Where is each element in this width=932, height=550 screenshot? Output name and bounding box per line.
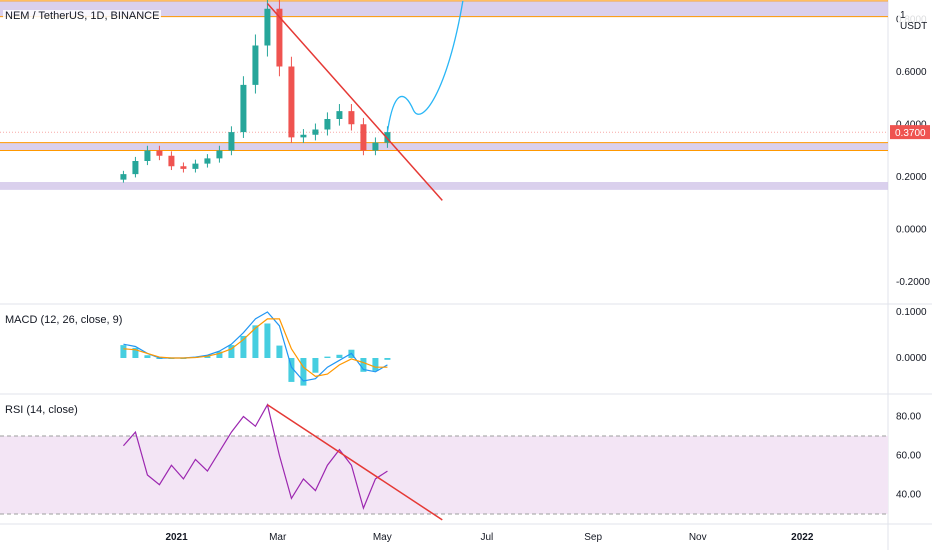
macd-histogram-bar bbox=[132, 347, 139, 358]
candle-body bbox=[240, 84, 247, 133]
rsi-band bbox=[0, 436, 888, 514]
time-axis-tick-label: Mar bbox=[269, 532, 287, 543]
last-price-tag-label: 0.3700 bbox=[895, 128, 926, 139]
candle-body bbox=[228, 132, 235, 151]
rsi-axis-tick-label: 40.00 bbox=[896, 490, 921, 501]
trend-drawings bbox=[266, 0, 464, 201]
candle-body bbox=[384, 132, 391, 143]
price-axis-tick-label: 0.2000 bbox=[896, 172, 927, 183]
chart-title: NEM / TetherUS, 1D, BINANCE bbox=[3, 10, 162, 22]
last-price-tag bbox=[890, 125, 930, 140]
macd-histogram-bar bbox=[360, 358, 367, 372]
price-axis-tick-label: -0.2000 bbox=[896, 277, 930, 288]
candle-body bbox=[252, 45, 259, 85]
macd-histogram-bar bbox=[216, 351, 223, 358]
macd-histogram-bar bbox=[144, 355, 151, 358]
macd-histogram-bar bbox=[288, 358, 295, 382]
macd-histogram-bar bbox=[300, 358, 307, 386]
price-zones bbox=[0, 0, 888, 190]
time-axis-tick-label: Sep bbox=[584, 532, 602, 543]
macd-histogram-bar bbox=[384, 358, 391, 360]
macd-axis-tick-label: 0.0000 bbox=[896, 353, 927, 364]
macd-histogram-bar bbox=[336, 354, 343, 358]
macd-histogram-bar bbox=[324, 356, 331, 358]
price-projection-curve bbox=[386, 0, 464, 133]
macd-histogram-bar bbox=[240, 335, 247, 358]
time-axis-tick-label: 2021 bbox=[165, 532, 188, 543]
macd-histogram-bar bbox=[252, 325, 259, 358]
macd-histogram-bar bbox=[372, 358, 379, 371]
candle-body bbox=[168, 155, 175, 167]
macd-axis-tick-label: 0.1000 bbox=[896, 307, 927, 318]
macd-histogram-bar bbox=[264, 323, 271, 358]
price-axis-tick-label: 0.0000 bbox=[896, 224, 927, 235]
macd-title: MACD (12, 26, close, 9) bbox=[3, 314, 125, 326]
support-zone bbox=[0, 142, 888, 151]
time-axis-tick-label: 2022 bbox=[791, 532, 814, 543]
time-axis-tick-label: Nov bbox=[689, 532, 707, 543]
macd-histogram-bar bbox=[228, 345, 235, 358]
rsi-axis-tick-label: 80.00 bbox=[896, 412, 921, 423]
time-axis: 2021 Mar May Jul Sep Nov 2022 bbox=[165, 532, 813, 543]
candle-body bbox=[216, 150, 223, 159]
candle-body bbox=[360, 124, 367, 151]
price-trendline bbox=[266, 3, 443, 201]
rsi-axis-tick-label: 60.00 bbox=[896, 451, 921, 462]
candle-body bbox=[276, 8, 283, 67]
candle-body bbox=[324, 119, 331, 130]
rsi-title: RSI (14, close) bbox=[3, 404, 80, 416]
candle-body bbox=[144, 150, 151, 161]
candle-body bbox=[288, 66, 295, 138]
candle-body bbox=[180, 166, 187, 169]
candle-body bbox=[204, 158, 211, 164]
time-axis-tick-label: May bbox=[373, 532, 392, 543]
upper-resistance-zone bbox=[0, 0, 888, 17]
candle-body bbox=[336, 111, 343, 119]
candle-body bbox=[300, 134, 307, 138]
macd-pane bbox=[120, 311, 391, 386]
candle-body bbox=[312, 129, 319, 135]
candle-body bbox=[348, 111, 355, 125]
candle-body bbox=[264, 8, 271, 46]
rsi-trendline bbox=[267, 404, 443, 521]
lower-support-zone bbox=[0, 182, 888, 190]
macd-histogram-bar bbox=[312, 358, 319, 373]
candle-body bbox=[372, 142, 379, 151]
candle-body bbox=[156, 150, 163, 156]
price-axis-tick-label: 0.4000 bbox=[896, 119, 927, 130]
currency-unit: 1 USDT bbox=[898, 10, 932, 32]
signal-line bbox=[123, 318, 388, 378]
macd-histogram-bar bbox=[276, 345, 283, 358]
price-candles bbox=[120, 0, 391, 183]
time-axis-tick-label: Jul bbox=[480, 532, 493, 543]
price-axes: 0.80000.60000.40000.20000.0000-0.20000.1… bbox=[890, 14, 930, 501]
macd-histogram-bar bbox=[120, 345, 127, 358]
candle-body bbox=[192, 163, 199, 169]
price-axis-tick-label: 0.6000 bbox=[896, 67, 927, 78]
candle-body bbox=[120, 174, 127, 180]
rsi-pane bbox=[0, 403, 888, 521]
candle-body bbox=[132, 161, 139, 175]
